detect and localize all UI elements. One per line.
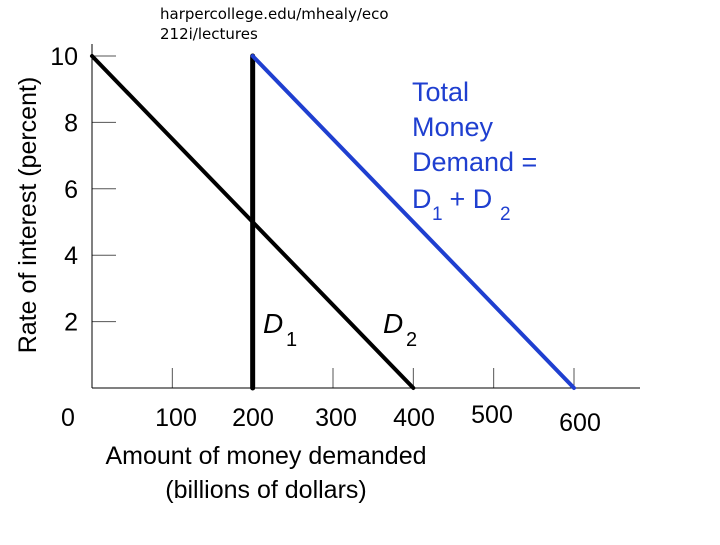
total-label-line2: Money bbox=[412, 112, 494, 142]
total-label-line1: Total bbox=[412, 77, 469, 107]
x-axis-label-line1: Amount of money demanded bbox=[105, 442, 426, 470]
total-label-line4-sub2: 2 bbox=[500, 204, 511, 225]
total-label-line3: Demand = bbox=[412, 147, 537, 177]
x-tick-label-300: 300 bbox=[315, 404, 357, 432]
x-tick-label-0: 0 bbox=[61, 404, 75, 432]
x-tick-label-400: 400 bbox=[393, 404, 435, 432]
x-tick-label-500: 500 bbox=[471, 401, 513, 429]
total-label-line4-plus: + D bbox=[442, 184, 492, 214]
series-layer bbox=[90, 53, 576, 391]
x-axis-label-line2: (billions of dollars) bbox=[165, 476, 366, 504]
y-tick-label-10: 10 bbox=[50, 43, 78, 71]
y-tick-label-6: 6 bbox=[64, 176, 78, 204]
y-tick-label-4: 4 bbox=[64, 242, 78, 270]
grid-ticks bbox=[92, 55, 575, 388]
d1-label-sub: 1 bbox=[286, 329, 297, 351]
d2-label: D 2 bbox=[383, 308, 417, 351]
d2-label-main: D bbox=[383, 308, 403, 339]
series-line-total-money-demand bbox=[250, 54, 576, 390]
x-tick-label-600: 600 bbox=[559, 409, 601, 437]
x-tick-label-100: 100 bbox=[155, 404, 197, 432]
y-tick-label-8: 8 bbox=[64, 109, 78, 137]
y-tick-label-2: 2 bbox=[64, 309, 78, 337]
total-label-line4-sub1: 1 bbox=[432, 204, 443, 225]
total-label-line4-d: D bbox=[412, 184, 432, 214]
d1-label: D 1 bbox=[263, 308, 297, 351]
source-url: harpercollege.edu/mhealy/eco212i/lecture… bbox=[160, 5, 389, 43]
series-line-d2 bbox=[90, 54, 416, 390]
total-demand-label: Total Money Demand = D 1 + D 2 bbox=[412, 77, 537, 225]
d2-label-sub: 2 bbox=[406, 329, 417, 351]
d1-label-main: D bbox=[263, 308, 283, 339]
y-axis-label: Rate of interest (percent) bbox=[14, 77, 42, 354]
x-tick-label-200: 200 bbox=[232, 404, 274, 432]
